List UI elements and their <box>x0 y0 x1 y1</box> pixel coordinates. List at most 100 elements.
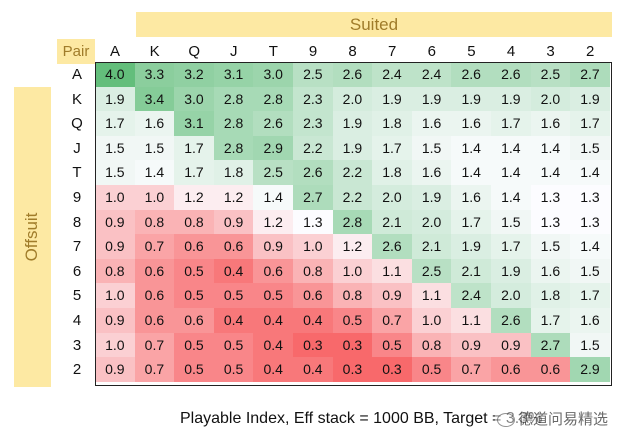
cell-9-2: 1.3 <box>570 185 610 210</box>
cell-2-A: 0.9 <box>95 357 135 382</box>
cell-4-2: 1.6 <box>570 308 610 333</box>
row-header-Q: Q <box>71 115 83 133</box>
cell-A-3: 2.5 <box>530 62 571 87</box>
cell-4-8: 0.5 <box>332 308 373 333</box>
cell-2-5: 0.7 <box>451 357 491 382</box>
cell-9-9: 2.7 <box>293 185 333 210</box>
cell-4-4: 2.6 <box>491 308 531 333</box>
cell-5-K: 0.6 <box>134 283 175 308</box>
cell-6-4: 1.9 <box>491 258 531 284</box>
cell-K-6: 1.9 <box>411 86 452 112</box>
cell-T-9: 2.6 <box>293 160 333 185</box>
cell-T-6: 1.6 <box>411 160 452 185</box>
cell-T-8: 2.2 <box>332 160 373 185</box>
cell-J-K: 1.5 <box>134 135 175 161</box>
column-header-A: A <box>109 43 120 60</box>
cell-4-5: 1.1 <box>451 308 491 333</box>
cell-7-3: 1.5 <box>530 234 571 259</box>
cell-2-J: 0.5 <box>213 357 254 382</box>
cell-K-Q: 3.0 <box>174 86 214 112</box>
cell-3-Q: 0.5 <box>174 332 214 358</box>
cell-8-7: 2.1 <box>372 209 412 235</box>
cell-3-8: 0.3 <box>332 332 373 358</box>
cell-6-Q: 0.5 <box>174 258 214 284</box>
cell-5-Q: 0.5 <box>174 283 214 308</box>
cell-6-J: 0.4 <box>213 258 254 284</box>
cell-2-T: 0.4 <box>253 357 293 382</box>
cell-7-6: 2.1 <box>411 234 452 259</box>
cell-8-3: 1.3 <box>530 209 571 235</box>
cell-Q-4: 1.7 <box>491 111 531 136</box>
cell-5-8: 0.8 <box>332 283 373 308</box>
cell-A-A: 4.0 <box>95 62 135 87</box>
cell-T-K: 1.4 <box>134 160 175 185</box>
cell-6-2: 1.5 <box>570 258 610 284</box>
cell-7-7: 2.6 <box>372 234 412 259</box>
cell-8-Q: 0.8 <box>174 209 214 235</box>
cell-9-T: 1.4 <box>253 185 293 210</box>
cell-T-T: 2.5 <box>253 160 293 185</box>
cell-5-9: 0.6 <box>293 283 333 308</box>
column-header-7: 7 <box>388 43 397 60</box>
cell-7-2: 1.4 <box>570 234 610 259</box>
cell-T-A: 1.5 <box>95 160 135 185</box>
cell-A-9: 2.5 <box>293 62 333 87</box>
column-header-6: 6 <box>427 43 436 60</box>
cell-J-7: 1.7 <box>372 135 412 161</box>
cell-2-4: 0.6 <box>491 357 531 382</box>
row-header-2: 2 <box>72 361 82 379</box>
cell-Q-A: 1.7 <box>95 111 135 136</box>
cell-A-4: 2.6 <box>491 62 531 87</box>
cell-2-8: 0.3 <box>332 357 373 382</box>
cell-7-Q: 0.6 <box>174 234 214 259</box>
cell-K-9: 2.3 <box>293 86 333 112</box>
cell-3-7: 0.5 <box>372 332 412 358</box>
cell-K-8: 2.0 <box>332 86 373 112</box>
offsuit-label: Offsuit <box>22 212 41 262</box>
cell-9-5: 1.6 <box>451 185 491 210</box>
cell-8-6: 2.0 <box>411 209 452 235</box>
cell-6-6: 2.5 <box>411 258 452 284</box>
watermark-text: 德道问易精选 <box>518 411 609 428</box>
cell-3-3: 2.7 <box>530 332 571 358</box>
cell-2-6: 0.5 <box>411 357 452 382</box>
cell-A-T: 3.0 <box>253 62 293 87</box>
cell-4-6: 1.0 <box>411 308 452 333</box>
cell-2-3: 0.6 <box>530 357 571 382</box>
cell-J-A: 1.5 <box>95 135 135 161</box>
cell-6-7: 1.1 <box>372 258 412 284</box>
cell-5-T: 0.5 <box>253 283 293 308</box>
cell-A-7: 2.4 <box>372 62 412 87</box>
cell-Q-9: 2.3 <box>293 111 333 136</box>
cell-8-8: 2.8 <box>332 209 373 235</box>
column-header-3: 3 <box>546 43 555 60</box>
cell-7-5: 1.9 <box>451 234 491 259</box>
column-header-J: J <box>230 43 238 60</box>
cell-J-Q: 1.7 <box>174 135 214 161</box>
cell-8-4: 1.5 <box>491 209 531 235</box>
cell-6-9: 0.8 <box>293 258 333 284</box>
cell-7-4: 1.7 <box>491 234 531 259</box>
cell-T-4: 1.4 <box>491 160 531 185</box>
cell-4-A: 0.9 <box>95 308 135 333</box>
cell-3-5: 0.9 <box>451 332 491 358</box>
column-header-2: 2 <box>586 43 595 60</box>
cell-4-3: 1.7 <box>530 308 571 333</box>
cell-3-T: 0.4 <box>253 332 293 358</box>
column-header-9: 9 <box>308 43 318 60</box>
cell-K-3: 2.0 <box>530 86 571 112</box>
cell-8-9: 1.3 <box>293 209 333 235</box>
footer-caption: Playable Index, Eff stack = 1000 BB, Tar… <box>180 410 543 427</box>
cell-A-K: 3.3 <box>134 62 175 87</box>
cell-J-J: 2.8 <box>213 135 254 161</box>
cell-J-9: 2.2 <box>293 135 333 161</box>
cell-3-6: 0.8 <box>411 332 452 358</box>
row-header-7: 7 <box>72 238 82 256</box>
cell-A-Q: 3.2 <box>174 62 214 87</box>
cell-4-T: 0.4 <box>253 308 293 333</box>
cell-A-2: 2.7 <box>570 62 610 87</box>
cell-9-4: 1.4 <box>491 185 531 210</box>
cell-5-J: 0.5 <box>213 283 254 308</box>
cell-9-K: 1.0 <box>134 185 175 210</box>
row-header-T: T <box>72 164 82 182</box>
